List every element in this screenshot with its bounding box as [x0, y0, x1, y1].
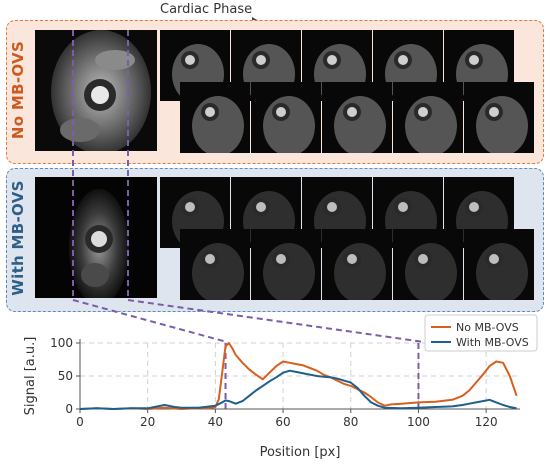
x-tick-label: 20 — [140, 415, 155, 429]
y-axis-label: Signal [a.u.] — [23, 337, 38, 416]
x-tick-label: 100 — [407, 415, 430, 429]
mri-thumbnail-no-r2-c4 — [393, 82, 463, 153]
mri-thumbnail-with-r2-c4 — [393, 229, 463, 300]
y-tick-label: 0 — [65, 402, 73, 416]
x-tick-label: 0 — [76, 415, 84, 429]
signal-profile-chart: 0 20 40 60 80 100 120 0 50 100 Position [px] Signal… — [23, 314, 538, 460]
mri-thumbnail-no-r2-c3 — [322, 82, 392, 153]
legend-entry: No MB-OVS — [456, 321, 519, 334]
series-line-with-mb-ovs — [79, 369, 517, 410]
mri-thumbnail-no-r2-c2 — [251, 82, 321, 153]
y-tick-label: 100 — [50, 336, 73, 350]
x-tick-label: 120 — [475, 415, 498, 429]
legend-entry: With MB-OVS — [456, 336, 529, 349]
mri-thumbnail-with-r2-c3 — [322, 229, 392, 300]
cardiac-phase-label: Cardiac Phase — [160, 2, 253, 17]
mri-large-image-no-ovs — [35, 30, 157, 151]
legend-box — [424, 314, 538, 352]
mri-thumbnail-with-r2-c5 — [464, 229, 534, 300]
mri-thumbnail-with-r2-c1 — [180, 229, 250, 300]
mri-thumbnail-no-r2-c1 — [180, 82, 250, 153]
series-line-no-mb-ovs — [79, 342, 518, 410]
mri-thumbnail-no-r2-c5 — [464, 82, 534, 153]
mri-thumbnail-with-r2-c2 — [251, 229, 321, 300]
mri-large-image-with-ovs — [35, 177, 157, 298]
x-tick-label: 80 — [343, 415, 358, 429]
x-tick-label: 60 — [275, 415, 290, 429]
x-axis-label: Position [px] — [260, 445, 341, 460]
y-tick-label: 50 — [58, 369, 73, 383]
x-tick-label: 40 — [208, 415, 223, 429]
